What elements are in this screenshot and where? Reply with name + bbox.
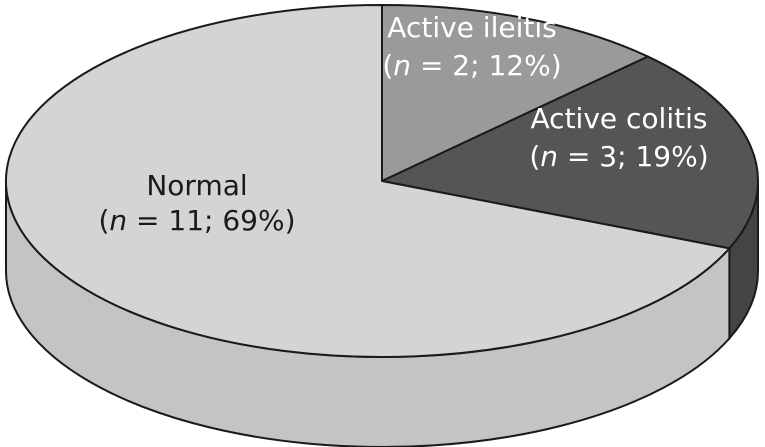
slice-label-active-colitis: Active colitis — [531, 102, 708, 135]
slice-label-active-ileitis: Active ileitis — [387, 11, 556, 44]
pie-top-layer — [5, 4, 759, 358]
pie-slice-normal — [5, 4, 731, 358]
pie-slice-active-ileitis — [381, 4, 649, 182]
pie-label-layer: Normal (n = 11; 69%) Active ileitis (n =… — [98, 11, 708, 237]
pie-slice-active-colitis — [381, 55, 759, 250]
slice-stat-normal: (n = 11; 69%) — [98, 204, 295, 237]
slice-stat-active-colitis: (n = 3; 19%) — [529, 140, 708, 173]
slice-stat-active-ileitis: (n = 2; 12%) — [382, 49, 561, 82]
slice-label-normal: Normal — [146, 169, 247, 202]
